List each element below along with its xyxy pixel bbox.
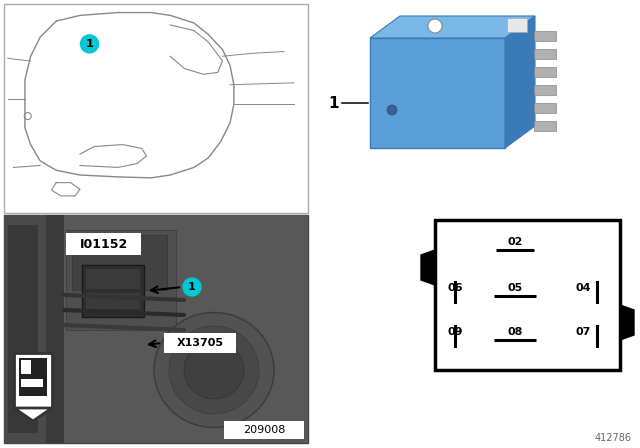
Text: 412786: 412786 <box>595 433 632 443</box>
Text: 06: 06 <box>447 283 463 293</box>
Bar <box>86 269 140 289</box>
Bar <box>224 421 304 439</box>
Bar <box>435 220 620 370</box>
Bar <box>86 293 140 309</box>
Circle shape <box>428 19 442 33</box>
Bar <box>534 85 556 95</box>
Circle shape <box>81 35 99 53</box>
Bar <box>21 379 43 387</box>
Bar <box>8 225 38 433</box>
Polygon shape <box>620 305 634 340</box>
Text: I01152: I01152 <box>80 237 128 250</box>
Text: 09: 09 <box>447 327 463 337</box>
Bar <box>507 18 527 32</box>
Bar <box>72 235 167 290</box>
Bar <box>164 333 236 353</box>
Bar <box>14 353 52 408</box>
Text: 08: 08 <box>508 327 523 337</box>
Circle shape <box>387 105 397 115</box>
Polygon shape <box>14 408 52 421</box>
Bar <box>19 358 47 396</box>
Text: 1: 1 <box>328 95 339 111</box>
Bar <box>534 121 556 131</box>
Text: 209008: 209008 <box>243 425 285 435</box>
Text: 07: 07 <box>575 327 591 337</box>
Bar <box>4 215 308 443</box>
Bar <box>46 215 64 443</box>
Bar <box>534 67 556 77</box>
Bar <box>4 215 46 443</box>
Text: X13705: X13705 <box>177 338 223 348</box>
Polygon shape <box>505 16 535 148</box>
Bar <box>82 265 144 317</box>
Text: 1: 1 <box>86 39 93 49</box>
Bar <box>21 360 31 374</box>
Ellipse shape <box>169 326 259 414</box>
Text: 1: 1 <box>188 282 196 292</box>
Text: 02: 02 <box>508 237 523 247</box>
Ellipse shape <box>184 341 244 399</box>
Bar <box>534 31 556 41</box>
Polygon shape <box>370 16 535 38</box>
Bar <box>534 49 556 59</box>
Bar <box>534 103 556 113</box>
Bar <box>4 215 308 443</box>
Bar <box>66 230 176 330</box>
Bar <box>66 233 141 255</box>
Bar <box>312 4 636 213</box>
Ellipse shape <box>154 313 274 427</box>
Bar <box>4 4 308 213</box>
Circle shape <box>183 278 201 296</box>
Bar <box>370 38 505 148</box>
Polygon shape <box>421 250 435 285</box>
Text: 05: 05 <box>508 283 523 293</box>
Text: 04: 04 <box>575 283 591 293</box>
